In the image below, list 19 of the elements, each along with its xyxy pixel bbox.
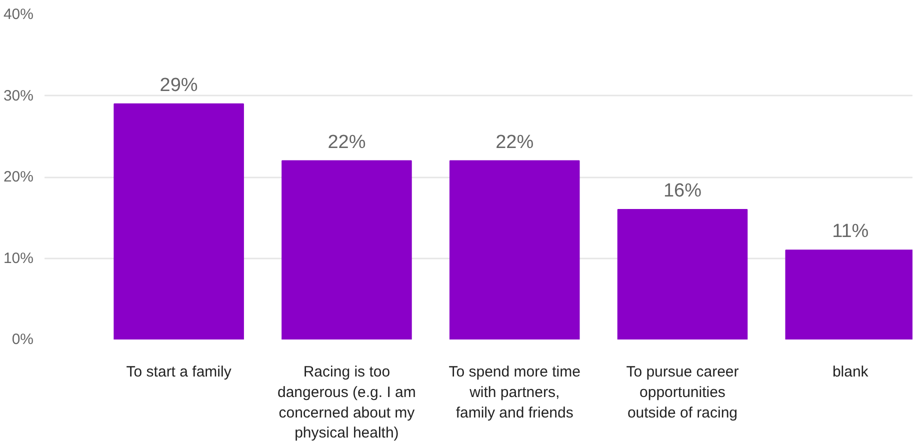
y-tick-label: 0%: [12, 331, 34, 348]
y-tick-label: 30%: [3, 87, 34, 104]
y-tick-label: 40%: [3, 6, 34, 23]
bar: [617, 209, 748, 340]
data-label: 16%: [663, 180, 702, 202]
y-tick-label: 20%: [3, 168, 34, 186]
y-tick-label: 10%: [3, 250, 34, 267]
x-tick-label: To pursue career opportunities outside of racing: [626, 364, 739, 422]
x-tick-label: To spend more time with partners, family and friends: [448, 364, 580, 422]
bar: [282, 160, 412, 340]
data-label: 29%: [160, 74, 198, 96]
x-tick-label: blank: [832, 364, 869, 380]
x-tick-label: To start a family: [126, 364, 232, 380]
data-label: 22%: [328, 132, 366, 153]
bar: [114, 103, 244, 340]
x-tick-label: Racing is too dangerous (e.g. I am concerned about my physical health): [278, 364, 416, 442]
data-label: 22%: [496, 132, 534, 153]
data-label: 11%: [832, 221, 869, 242]
bar: [449, 160, 580, 340]
